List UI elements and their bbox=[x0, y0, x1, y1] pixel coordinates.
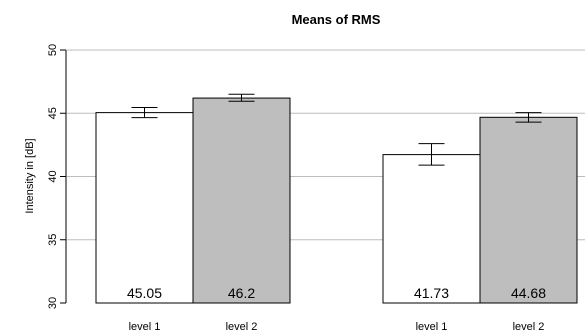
y-tick-label: 40 bbox=[47, 170, 59, 182]
data-label: 44.68 bbox=[511, 285, 546, 301]
y-axis-title: Intensity in [dB] bbox=[24, 138, 36, 213]
x-tick-label: level 1 bbox=[416, 321, 448, 333]
y-tick-label: 30 bbox=[47, 297, 59, 309]
labels: 45.05 level 1 46.2 level 2 41.73 level 1 44.68… bbox=[127, 285, 546, 333]
y-tick-label: 50 bbox=[47, 44, 59, 56]
bar bbox=[479, 116, 578, 304]
bar bbox=[382, 154, 481, 304]
y-tick-label: 35 bbox=[47, 234, 59, 246]
bars bbox=[95, 93, 578, 304]
data-label: 46.2 bbox=[228, 285, 255, 301]
x-tick-label: level 2 bbox=[226, 321, 258, 333]
chart-title: Means of RMS bbox=[292, 12, 381, 27]
data-label: 45.05 bbox=[127, 285, 162, 301]
data-label: 41.73 bbox=[414, 285, 449, 301]
y-tick-label: 45 bbox=[47, 107, 59, 119]
x-tick-label: level 1 bbox=[129, 321, 161, 333]
x-tick-label: level 2 bbox=[513, 321, 545, 333]
y-axis: 30 35 40 45 50 bbox=[47, 44, 67, 309]
bar bbox=[192, 97, 291, 304]
bar bbox=[95, 112, 194, 304]
